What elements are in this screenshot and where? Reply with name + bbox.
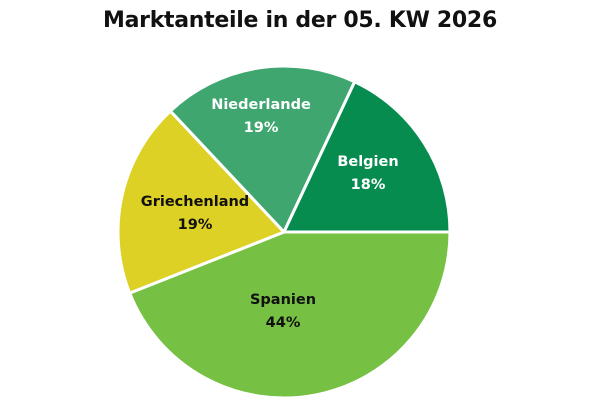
slice-label-niederlande: Niederlande xyxy=(211,97,311,113)
pie-slice-griechenland xyxy=(116,109,286,295)
slice-value-niederlande: 19% xyxy=(244,120,279,136)
slice-value-griechenland: 19% xyxy=(178,217,213,233)
pie-slice-niederlande xyxy=(168,64,357,234)
slice-label-spanien: Spanien xyxy=(250,292,316,308)
slice-value-belgien: 18% xyxy=(351,177,386,193)
slice-label-belgien: Belgien xyxy=(337,154,398,170)
chart-title: Marktanteile in der 05. KW 2026 xyxy=(103,8,497,33)
pie-slice-belgien xyxy=(282,80,452,234)
slice-label-griechenland: Griechenland xyxy=(141,194,249,210)
pie-slice-spanien xyxy=(128,230,452,400)
slice-value-spanien: 44% xyxy=(266,315,301,331)
